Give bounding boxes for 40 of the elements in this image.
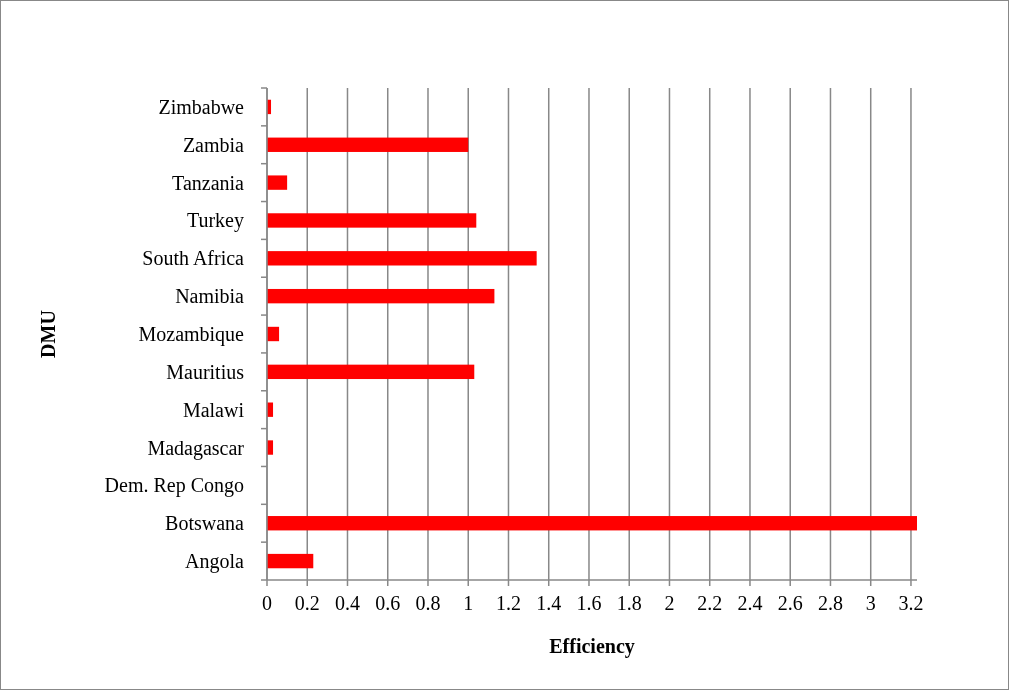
bar: [267, 364, 475, 380]
x-tick-label: 2.6: [777, 592, 803, 614]
x-tick-label: 1.4: [536, 592, 562, 614]
bar: [267, 516, 917, 531]
x-tick-label: 1: [463, 592, 474, 614]
y-tick-label: South Africa: [142, 247, 245, 270]
bar: [267, 175, 288, 190]
bar: [267, 137, 469, 152]
y-tick-label: Mauritius: [166, 360, 245, 383]
x-tick-label: 1.8: [616, 592, 642, 614]
y-tick-label: Turkey: [186, 209, 244, 233]
y-axis-title: DMU: [37, 310, 59, 358]
y-tick-label: Zimbabwe: [158, 95, 245, 118]
x-tick-label: 2.2: [697, 592, 723, 614]
y-tick-label: Tanzania: [172, 171, 245, 194]
y-tick-label: Malawi: [182, 398, 245, 421]
x-tick-label: 2: [664, 592, 675, 614]
x-tick-label: 0: [262, 592, 272, 614]
x-tick-label: 0.8: [415, 592, 441, 614]
y-tick-label: Zambia: [182, 133, 245, 156]
y-tick-label: Botswana: [165, 512, 245, 535]
x-tick-label: 0.6: [375, 592, 401, 614]
x-tick-label: 1.2: [495, 592, 521, 614]
x-tick-label: 2.4: [737, 592, 763, 614]
x-axis-title: Efficiency: [549, 635, 635, 658]
bar: [267, 553, 314, 569]
bar: [267, 213, 477, 228]
y-tick-label: Mozambique: [138, 323, 245, 346]
bar: [267, 251, 537, 266]
bar: [267, 288, 495, 304]
x-tick-label: 0.4: [335, 592, 360, 614]
y-tick-label: Angola: [185, 550, 245, 574]
x-tick-label: 0.2: [294, 592, 320, 614]
x-tick-label: 2.8: [817, 592, 843, 614]
x-tick-label: 3: [865, 592, 876, 614]
y-tick-label: Namibia: [175, 285, 245, 308]
y-tick-label: Dem. Rep Congo: [104, 474, 244, 498]
x-tick-label: 3.2: [898, 592, 924, 614]
x-tick-label: 1.6: [576, 592, 602, 614]
y-tick-label: Madagascar: [147, 436, 245, 460]
